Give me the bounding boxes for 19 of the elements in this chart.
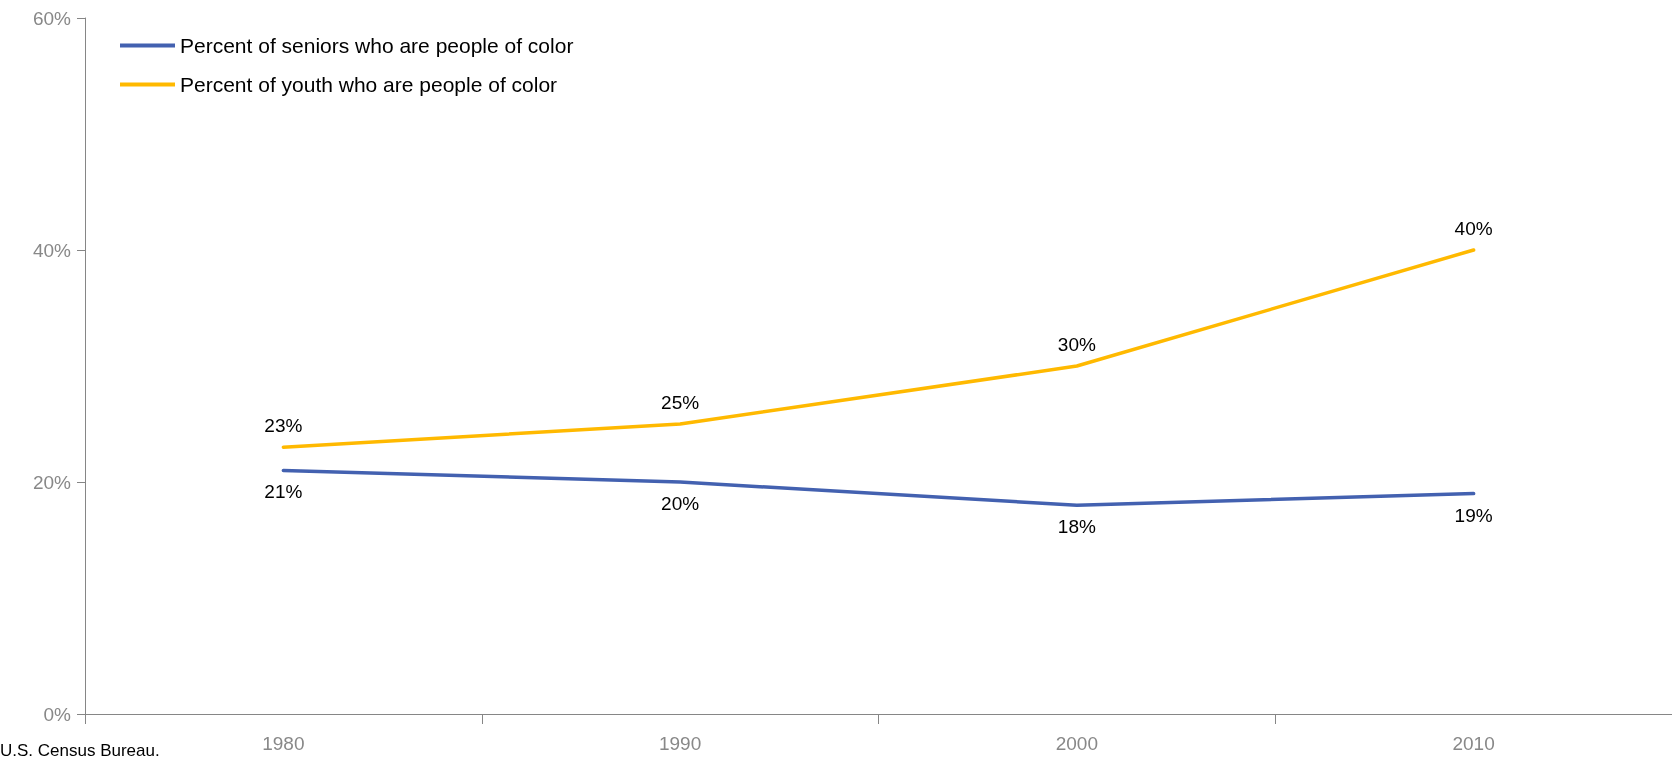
legend-label: Percent of seniors who are people of color [180, 34, 574, 57]
data-label: 40% [1454, 218, 1493, 239]
legend-label: Percent of youth who are people of color [180, 73, 558, 96]
x-tick-label: 2010 [1452, 733, 1495, 754]
data-label: 25% [661, 392, 700, 413]
text: U.S. Census Bureau. [0, 741, 160, 760]
data-label: 21% [264, 481, 303, 503]
data-label: 18% [1057, 516, 1096, 538]
data-label: 19% [1454, 504, 1493, 526]
data-label: 20% [661, 493, 700, 514]
data-label: 23% [264, 415, 303, 437]
y-tick-label: 40% [32, 239, 72, 261]
y-tick-label: 20% [32, 471, 72, 493]
data-label: 30% [1057, 334, 1096, 355]
y-tick-label: 60% [32, 7, 72, 29]
x-tick-label: 1980 [262, 733, 305, 754]
x-tick-label: 2000 [1055, 733, 1099, 754]
y-tick-label: 0% [43, 703, 72, 725]
x-tick-label: 1990 [658, 733, 702, 754]
